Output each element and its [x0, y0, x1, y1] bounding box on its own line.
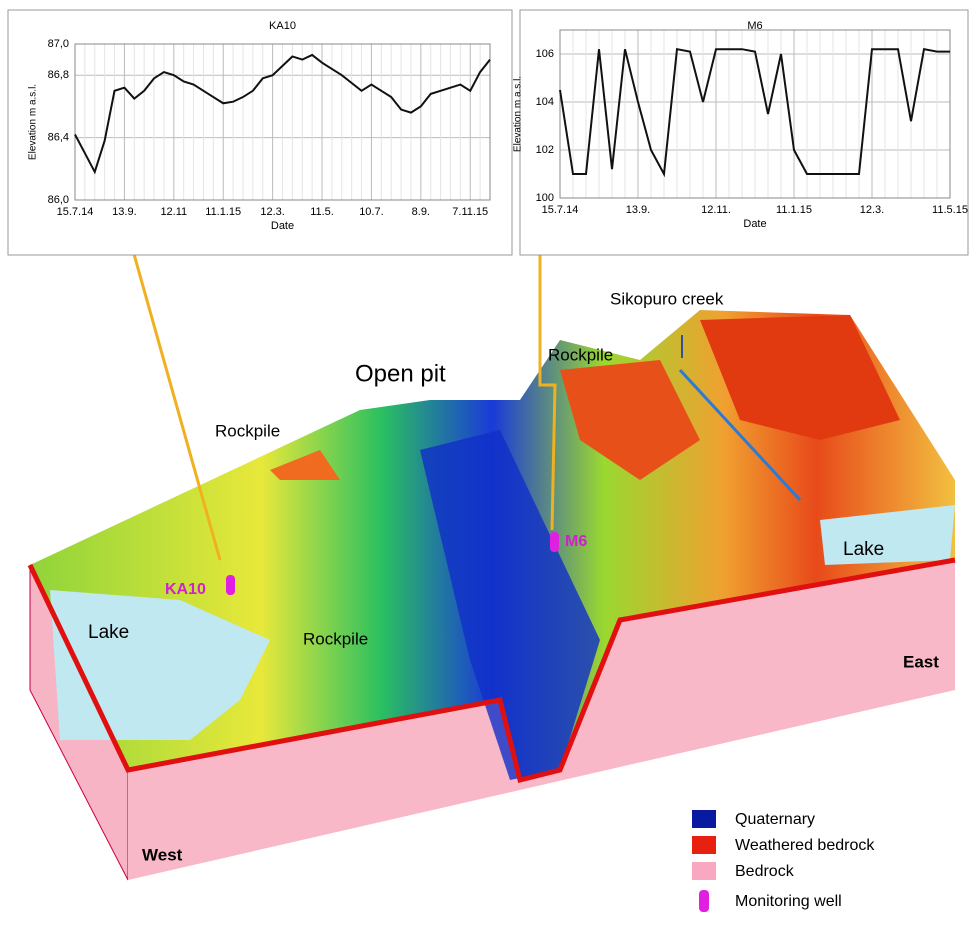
chart-panel	[519, 9, 969, 256]
y-tick-label: 102	[536, 144, 554, 156]
legend-label: Quaternary	[735, 811, 815, 828]
label: Rockpile	[548, 345, 613, 364]
label: Rockpile	[215, 421, 280, 440]
label: Rockpile	[303, 629, 368, 648]
label: Sikopuro creek	[610, 289, 724, 308]
x-tick-label: 10.7.	[359, 206, 383, 218]
y-tick-label: 87,0	[48, 38, 69, 50]
x-tick-label: 11.5.	[310, 206, 334, 218]
x-tick-label: 7.11.15	[452, 206, 488, 218]
y-axis-label: Elevation m a.s.l.	[28, 84, 39, 160]
label: Open pit	[355, 360, 446, 387]
label: M6	[565, 533, 587, 550]
y-tick-label: 86,0	[48, 194, 69, 206]
y-tick-label: 86,4	[48, 132, 69, 144]
x-tick-label: 12.3.	[260, 206, 284, 218]
line-series	[74, 53, 491, 175]
label: Lake	[843, 539, 884, 560]
x-tick-label: 13.9.	[112, 206, 136, 218]
block-diagram	[27, 239, 956, 881]
chart-title: KA10	[269, 20, 296, 32]
chart-panel	[7, 9, 513, 256]
label: West	[142, 845, 183, 864]
legend-label: Bedrock	[735, 863, 795, 880]
x-tick-label: 15.7.14	[542, 204, 579, 216]
x-axis-label: Date	[743, 218, 766, 230]
chart-title: M6	[747, 20, 762, 32]
x-tick-label: 11.1.15	[776, 204, 812, 216]
legend: Quaternary Weathered bedrock Bedrock Mon…	[692, 810, 875, 912]
line-series	[559, 48, 950, 178]
x-axis-label: Date	[271, 220, 294, 232]
x-tick-label: 11.1.15	[205, 206, 241, 218]
y-tick-label: 86,8	[48, 69, 69, 81]
x-tick-label: 8.9.	[412, 206, 430, 218]
label: East	[903, 652, 939, 671]
x-tick-label: 15.7.14	[57, 206, 94, 218]
legend-label: Monitoring well	[735, 893, 842, 910]
x-tick-label: 12.3.	[860, 204, 884, 216]
y-tick-label: 100	[536, 192, 554, 204]
label: Lake	[88, 622, 129, 643]
y-axis-label: Elevation m a.s.l.	[513, 76, 524, 152]
x-tick-label: 11.5.15	[932, 204, 968, 216]
plot-frame	[74, 43, 491, 201]
x-tick-label: 13.9.	[626, 204, 650, 216]
x-tick-label: 12.11	[160, 206, 187, 218]
y-tick-label: 104	[536, 96, 554, 108]
x-tick-label: 12.11.	[701, 204, 731, 216]
y-tick-label: 106	[536, 48, 554, 60]
plot-frame	[559, 29, 951, 199]
legend-label: Weathered bedrock	[735, 837, 875, 854]
label: KA10	[165, 581, 206, 598]
